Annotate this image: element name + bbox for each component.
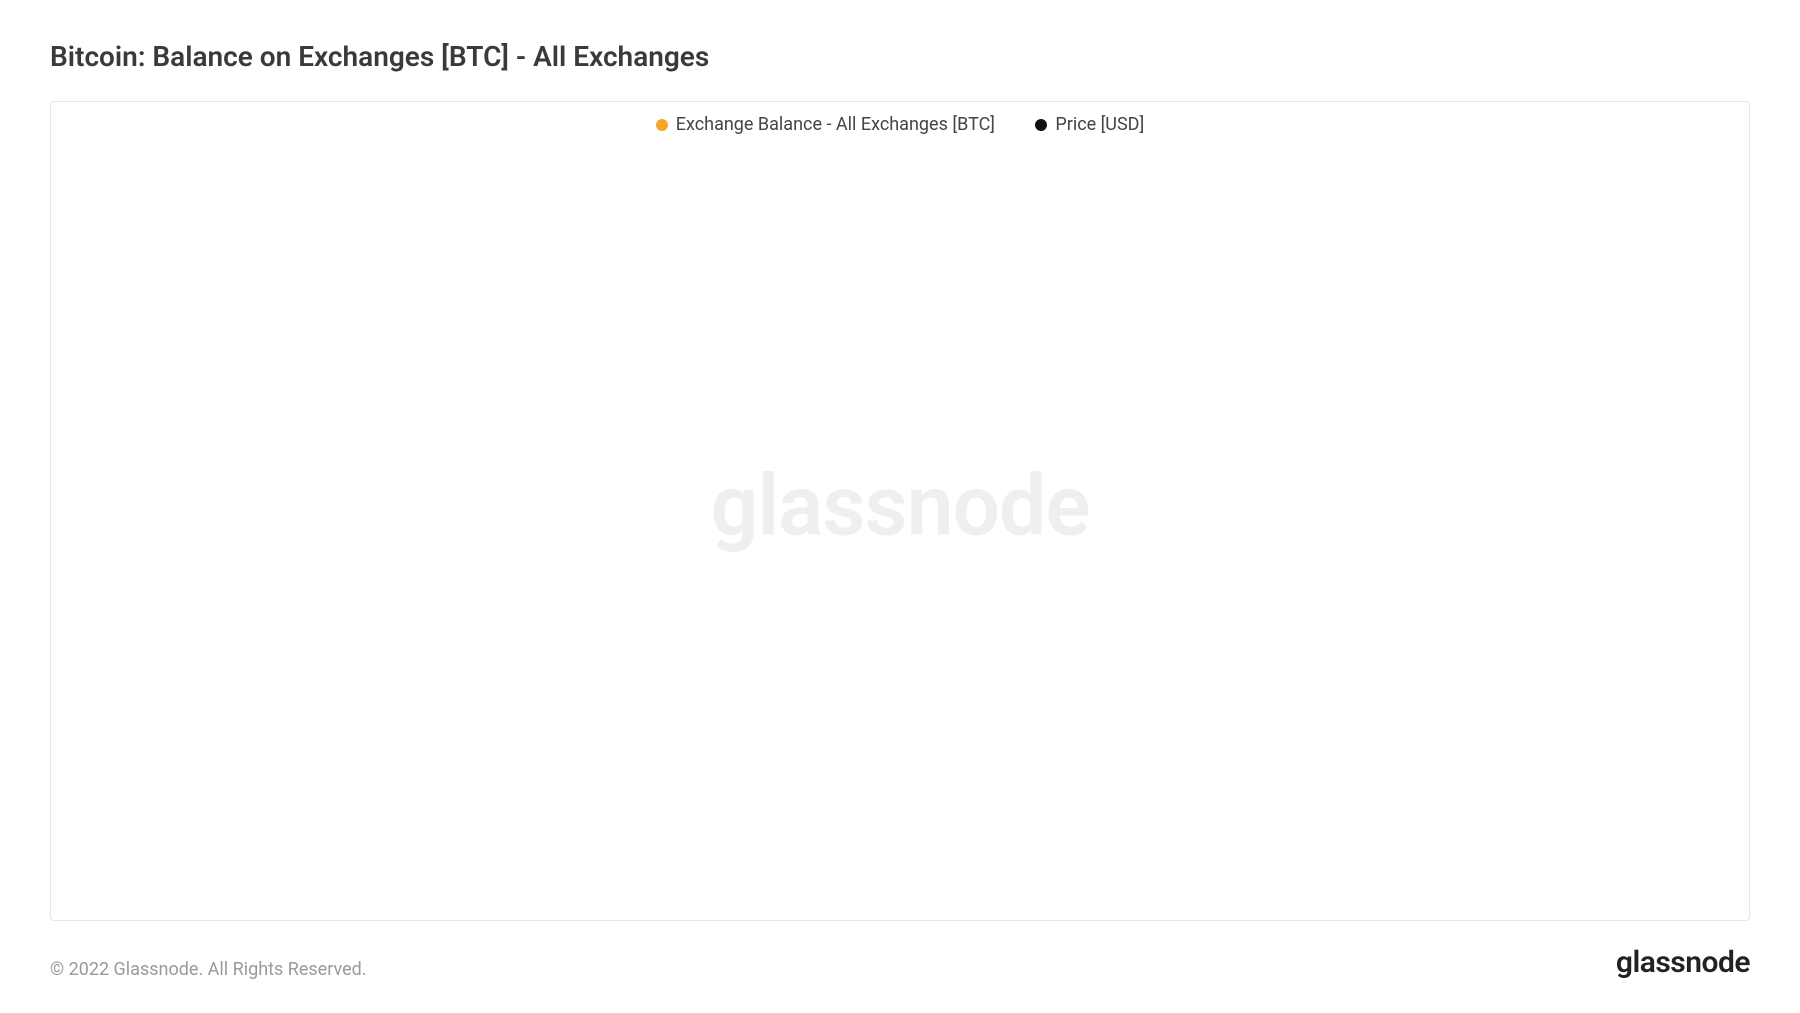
copyright-text: © 2022 Glassnode. All Rights Reserved. (50, 959, 367, 980)
chart-title: Bitcoin: Balance on Exchanges [BTC] - Al… (50, 40, 1750, 73)
chart-legend: Exchange Balance - All Exchanges [BTC] P… (51, 114, 1749, 136)
chart-svg (51, 102, 1751, 922)
brand-logo: glassnode (1616, 945, 1750, 980)
legend-label-balance: Exchange Balance - All Exchanges [BTC] (676, 114, 995, 135)
chart-container: Exchange Balance - All Exchanges [BTC] P… (50, 101, 1750, 921)
page: Bitcoin: Balance on Exchanges [BTC] - Al… (0, 0, 1800, 1013)
legend-dot-price-icon (1035, 119, 1047, 131)
legend-label-price: Price [USD] (1055, 114, 1144, 135)
footer: © 2022 Glassnode. All Rights Reserved. g… (50, 945, 1750, 980)
legend-item-price: Price [USD] (1035, 114, 1144, 135)
legend-dot-balance-icon (656, 119, 668, 131)
legend-item-balance: Exchange Balance - All Exchanges [BTC] (656, 114, 995, 135)
